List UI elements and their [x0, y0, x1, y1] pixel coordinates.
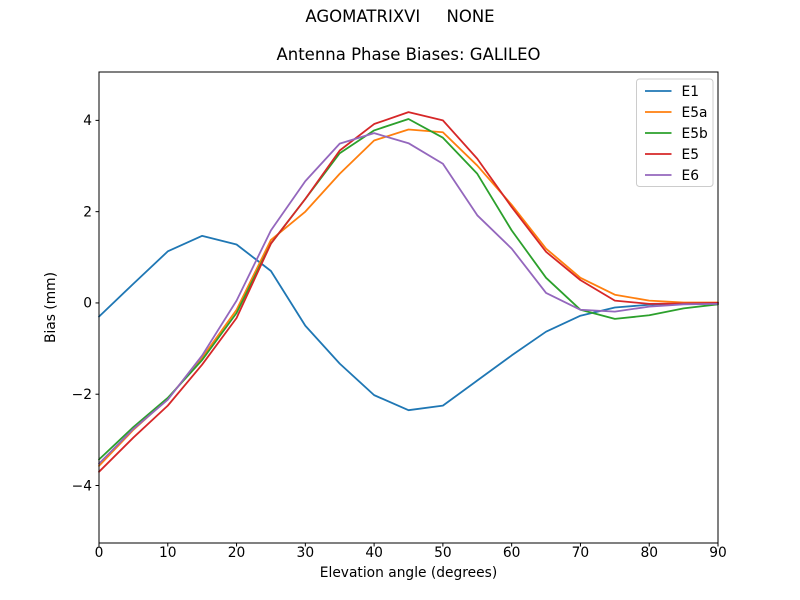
legend-box: [636, 78, 714, 187]
x-tick-label: 40: [365, 545, 383, 561]
x-tick-label: 20: [228, 545, 246, 561]
x-tick-label: 90: [709, 545, 727, 561]
y-tick-label: 4: [83, 113, 92, 129]
x-tick-label: 30: [297, 545, 315, 561]
y-tick-label: 0: [83, 296, 92, 312]
y-tick-label: −2: [72, 387, 92, 403]
y-axis-label: Bias (mm): [43, 272, 59, 343]
legend-label-E5: E5: [682, 147, 700, 163]
x-tick-label: 70: [572, 545, 590, 561]
series-line-E5: [98, 111, 719, 473]
x-axis-label: Elevation angle (degrees): [320, 565, 497, 581]
plot-area: 0 10 20 30 40 50 60 70 80 90 −4 −2 0 2 4 E1 E5a E5b E5 E6: [72, 71, 727, 561]
axes-frame: [98, 71, 719, 544]
series-line-E6: [98, 132, 719, 465]
series-line-E5b: [98, 118, 719, 461]
legend-label-E5a: E5a: [682, 105, 708, 121]
legend-label-E5b: E5b: [682, 126, 708, 142]
axes-title: Antenna Phase Biases: GALILEO: [276, 45, 540, 64]
x-tick-label: 50: [434, 545, 452, 561]
x-tick-label: 0: [95, 545, 104, 561]
y-tick-label: −4: [72, 478, 92, 494]
legend-label-E6: E6: [682, 168, 700, 184]
figure-suptitle: AGOMATRIXVI NONE: [305, 7, 494, 26]
x-tick-label: 60: [503, 545, 521, 561]
series-line-E5a: [98, 128, 719, 467]
legend-label-E1: E1: [682, 84, 700, 100]
y-tick-label: 2: [83, 204, 92, 220]
series-line-E1: [98, 234, 719, 412]
x-tick-label: 80: [640, 545, 658, 561]
x-tick-label: 10: [159, 545, 177, 561]
